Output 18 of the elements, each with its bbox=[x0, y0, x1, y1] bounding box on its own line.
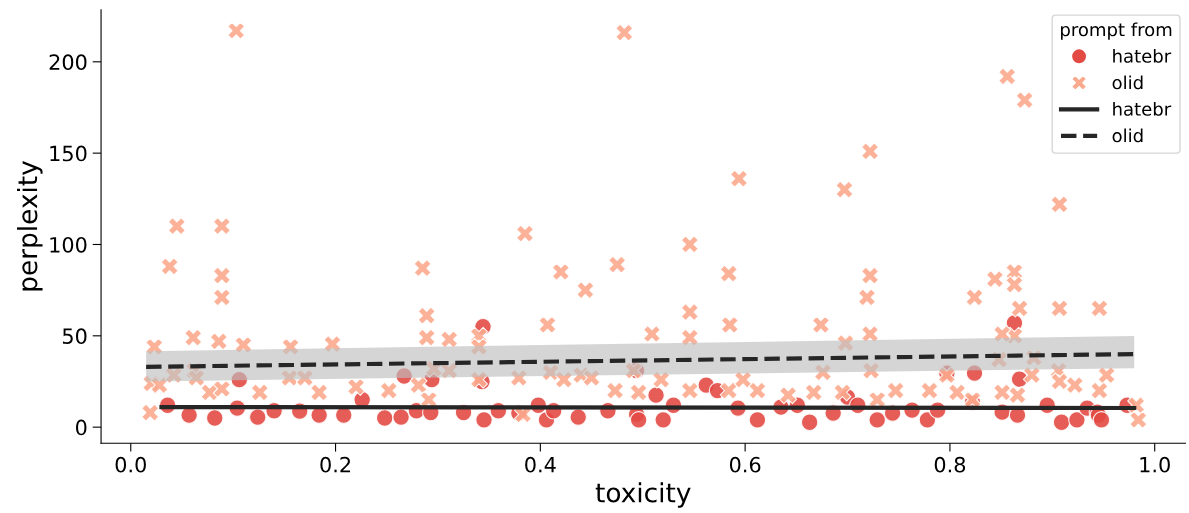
legend-label: olid bbox=[1112, 75, 1143, 90]
x-tick-label: 0.8 bbox=[934, 456, 966, 473]
legend-label: olid bbox=[1112, 128, 1143, 143]
x-axis-title: toxicity bbox=[595, 482, 691, 508]
x-tick-label: 0.0 bbox=[115, 456, 146, 473]
legend-label: hatebr bbox=[1113, 101, 1172, 116]
legend-label: hatebr bbox=[1113, 48, 1172, 63]
y-tick-label: 200 bbox=[49, 54, 87, 71]
y-axis-title: perplexity bbox=[17, 160, 43, 291]
x-tick-label: 1.0 bbox=[1140, 456, 1170, 473]
y-tick-label: 150 bbox=[50, 145, 87, 162]
x-tick-label: 0.4 bbox=[525, 456, 556, 473]
x-tick-label: 0.6 bbox=[729, 456, 761, 473]
y-tick-label: 100 bbox=[50, 236, 87, 253]
x-tick-label: 0.2 bbox=[320, 456, 351, 473]
y-tick-label: 50 bbox=[62, 328, 87, 345]
y-tick-label: 0 bbox=[75, 419, 87, 436]
legend-title: prompt from bbox=[1061, 22, 1172, 40]
